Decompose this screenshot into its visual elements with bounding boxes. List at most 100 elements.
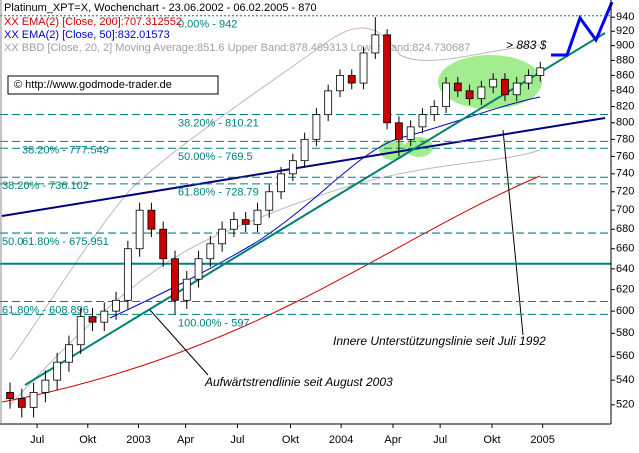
annotation: Aufwärtstrendlinie seit August 2003 bbox=[204, 375, 393, 389]
candle-body bbox=[265, 191, 274, 211]
chart-title: Platinum_XPT=X, Wochenchart - 23.06.2002… bbox=[4, 2, 317, 14]
candle-body bbox=[159, 228, 168, 260]
x-tick-label: Okt bbox=[79, 434, 96, 446]
y-tick-label: 660 bbox=[616, 243, 634, 255]
highlight bbox=[379, 140, 407, 160]
candle-body bbox=[336, 75, 344, 92]
indicator-label: XX EMA(2) [Close, 50]:832.01573 bbox=[4, 29, 170, 41]
y-tick-label: 640 bbox=[616, 263, 634, 275]
x-tick-label: 2003 bbox=[126, 434, 150, 446]
y-tick-label: 600 bbox=[616, 305, 634, 317]
x-tick-label: 2004 bbox=[329, 434, 353, 446]
candle-body bbox=[88, 316, 97, 323]
bollinger-upper bbox=[9, 27, 541, 361]
x-tick-label: Okt bbox=[282, 434, 299, 446]
candle-body bbox=[512, 82, 521, 96]
candle-body bbox=[371, 34, 380, 54]
candle-body bbox=[206, 243, 215, 260]
indicator-label: XX EMA(2) [Close, 200]:707.312552 bbox=[4, 16, 182, 28]
candle-body bbox=[418, 114, 427, 128]
candle-body bbox=[41, 379, 50, 393]
candle-body bbox=[288, 160, 297, 175]
y-tick-label: 820 bbox=[616, 101, 634, 113]
indicator-label: XX BBD [Close, 20, 2] Moving Average:851… bbox=[4, 42, 470, 54]
candle-body bbox=[76, 316, 85, 346]
candle-body bbox=[135, 209, 144, 250]
candle-body bbox=[182, 278, 191, 301]
candle-body bbox=[194, 258, 203, 280]
candle-body bbox=[465, 90, 474, 100]
y-tick-label: 560 bbox=[616, 350, 634, 362]
candle-body bbox=[123, 248, 132, 301]
candle-body bbox=[347, 75, 356, 84]
candle-body bbox=[536, 67, 545, 76]
candle-body bbox=[53, 361, 62, 381]
candle-body bbox=[453, 82, 462, 92]
fib-label: 0.00% - 942 bbox=[178, 19, 237, 31]
y-tick-label: 540 bbox=[616, 374, 634, 386]
copyright-box bbox=[7, 75, 219, 95]
candle-body bbox=[406, 126, 415, 140]
candle-body bbox=[324, 90, 333, 116]
fib-label: 38.20% - 810.21 bbox=[178, 117, 259, 129]
candle-body bbox=[524, 75, 533, 84]
fib-label: 50.0 bbox=[2, 236, 23, 248]
x-tick-label: Jul bbox=[433, 434, 447, 446]
x-tick-label: Apr bbox=[384, 434, 401, 446]
candle-body bbox=[253, 209, 262, 225]
candle-body bbox=[383, 34, 392, 124]
y-tick-label: 860 bbox=[616, 69, 634, 81]
y-tick-label: 720 bbox=[616, 186, 634, 198]
candle-body bbox=[430, 106, 439, 116]
candle-body bbox=[218, 228, 227, 245]
y-tick-label: 880 bbox=[616, 54, 634, 66]
candle-body bbox=[277, 173, 285, 193]
fib-label: 38.20% - 777.549 bbox=[22, 144, 109, 156]
candle-body bbox=[29, 391, 38, 408]
y-tick-label: 760 bbox=[616, 150, 634, 162]
candle-body bbox=[17, 398, 26, 408]
candle-body bbox=[171, 258, 179, 301]
fib-label: 50.00% - 769.5 bbox=[178, 151, 253, 163]
y-tick-label: 840 bbox=[616, 85, 634, 97]
candle-body bbox=[112, 299, 120, 312]
candle-body bbox=[477, 86, 486, 100]
x-tick-label: Jul bbox=[230, 434, 244, 446]
fib-label: 61.80% - 728.79 bbox=[178, 187, 259, 199]
copyright: © http://www.godmode-trader.de bbox=[14, 79, 172, 91]
annotation: > 883 $ bbox=[506, 38, 547, 52]
fib-label: 38.20% - 736.102 bbox=[2, 180, 89, 192]
candle-body bbox=[65, 344, 73, 363]
support-trendline bbox=[1, 117, 606, 217]
y-tick-label: 680 bbox=[616, 223, 634, 235]
y-tick-label: 520 bbox=[616, 399, 634, 411]
candle-body bbox=[442, 82, 450, 108]
candle-body bbox=[300, 138, 309, 162]
fib-label: 61.80% - 675.951 bbox=[22, 236, 109, 248]
y-tick-label: 620 bbox=[616, 284, 634, 296]
ema-200 bbox=[1, 175, 541, 403]
pointer bbox=[502, 129, 524, 336]
y-tick-label: 740 bbox=[616, 168, 634, 180]
candle-body bbox=[489, 78, 498, 88]
candle-body bbox=[394, 122, 403, 140]
candle-body bbox=[501, 78, 509, 96]
x-tick-label: Apr bbox=[177, 434, 194, 446]
annotation: Innere Unterstützungslinie seit Juli 199… bbox=[333, 334, 546, 348]
candle-body bbox=[359, 52, 368, 84]
x-tick-label: Jul bbox=[30, 434, 44, 446]
y-tick-label: 700 bbox=[616, 204, 634, 216]
candle-body bbox=[312, 114, 321, 140]
fib-label: 100.00% - 597 bbox=[178, 317, 250, 329]
y-tick-label: 900 bbox=[616, 40, 634, 52]
projection bbox=[551, 1, 614, 57]
y-tick-label: 780 bbox=[616, 133, 634, 145]
pointer bbox=[149, 309, 209, 376]
candle-body bbox=[230, 219, 238, 230]
x-tick-label: Okt bbox=[483, 434, 500, 446]
y-tick-label: 580 bbox=[616, 327, 634, 339]
candle-body bbox=[100, 310, 109, 323]
candle-body bbox=[6, 391, 14, 399]
